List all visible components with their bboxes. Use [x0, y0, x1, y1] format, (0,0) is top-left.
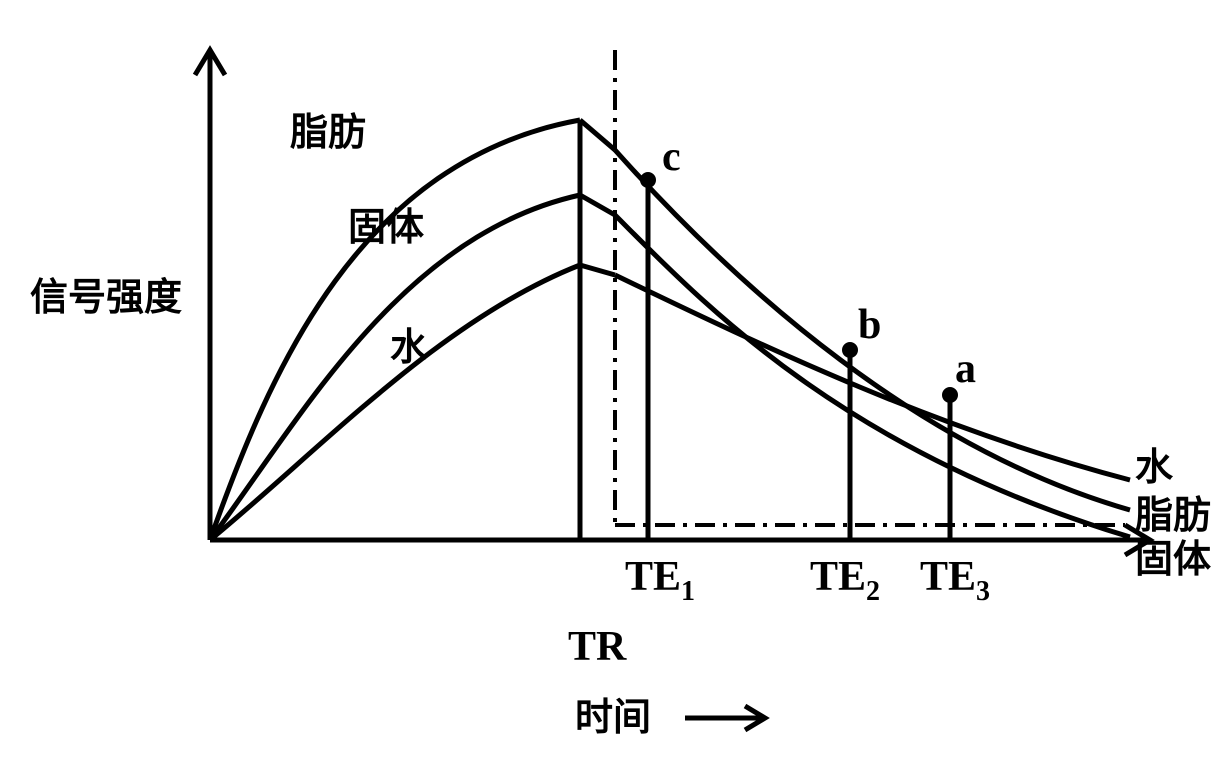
- label-water-left: 水: [390, 327, 429, 369]
- label-fat-right: 脂肪: [1135, 495, 1211, 537]
- point-b: [842, 342, 858, 358]
- x-axis-arrow-icon: [685, 706, 765, 730]
- label-solid-left: 固体: [348, 207, 424, 249]
- curve-fat-join: [580, 120, 615, 150]
- tr-label: TR: [568, 624, 627, 670]
- x-axis-label: 时间: [575, 697, 651, 739]
- label-solid-right: 固体: [1135, 539, 1211, 581]
- y-axis: [195, 50, 225, 540]
- chart-container: 信号强度 脂肪 固体 水 水 脂肪 固体 c b a TE1 TE2 TE3 T…: [20, 20, 1231, 762]
- curve-solid-join: [580, 195, 615, 215]
- curve-water-join: [580, 265, 615, 275]
- label-water-right: 水: [1135, 447, 1174, 489]
- x-axis: [210, 525, 1150, 555]
- chart-svg: 信号强度 脂肪 固体 水 水 脂肪 固体 c b a TE1 TE2 TE3 T…: [20, 20, 1231, 762]
- curve-solid-decay: [615, 215, 1130, 537]
- point-c: [640, 172, 656, 188]
- label-fat-left: 脂肪: [290, 112, 366, 154]
- y-axis-label: 信号强度: [30, 277, 182, 319]
- point-c-label: c: [662, 134, 681, 180]
- te2-label: TE2: [810, 554, 880, 607]
- point-b-label: b: [858, 302, 881, 348]
- te1-label: TE1: [625, 554, 695, 607]
- point-a-label: a: [955, 346, 976, 392]
- te3-label: TE3: [920, 554, 990, 607]
